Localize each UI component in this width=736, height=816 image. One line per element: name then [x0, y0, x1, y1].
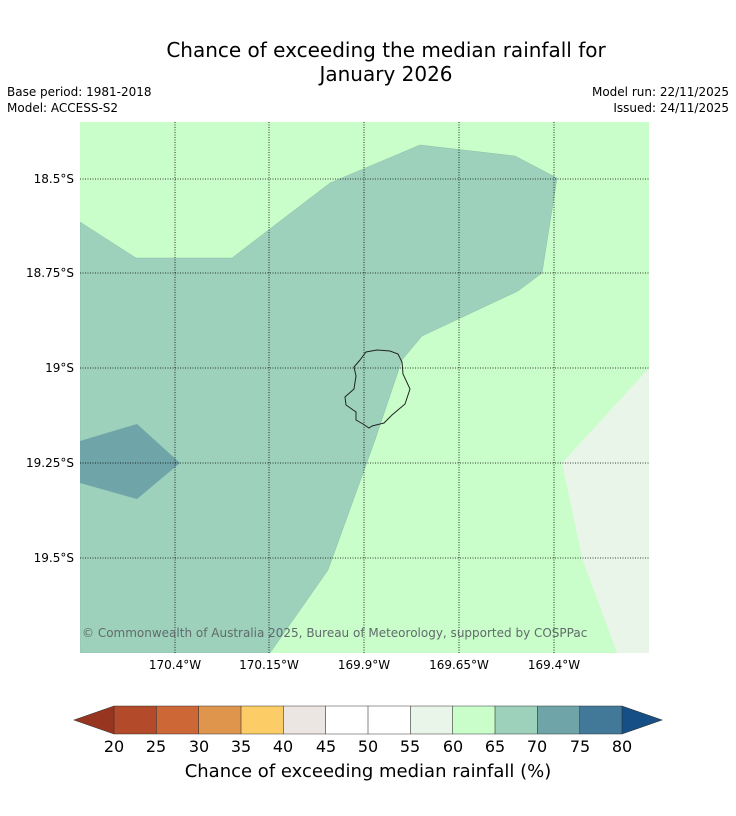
colorbar: [73, 705, 663, 735]
lon-label: 170.15°W: [239, 658, 299, 672]
colorbar-label: Chance of exceeding median rainfall (%): [184, 761, 552, 782]
meta-right: Model run: 22/11/2025 Issued: 24/11/2025: [592, 84, 729, 116]
colorbar-segment: [241, 706, 284, 734]
graticule: [80, 122, 649, 653]
lon-label: 170.4°W: [148, 658, 202, 672]
colorbar-segment: [368, 706, 411, 734]
title-line-1: Chance of exceeding the median rainfall …: [166, 38, 606, 62]
colorbar-tick: 80: [611, 737, 633, 756]
colorbar-tick: 25: [145, 737, 167, 756]
lon-label: 169.4°W: [527, 658, 581, 672]
colorbar-segment: [198, 706, 241, 734]
lat-label: 19.5°S: [33, 551, 74, 565]
meta-left: Base period: 1981-2018 Model: ACCESS-S2: [7, 84, 152, 116]
lat-label: 19°S: [45, 361, 74, 375]
colorbar-tick: 50: [357, 737, 379, 756]
colorbar-over-arrow: [622, 706, 662, 734]
colorbar-segment: [410, 706, 453, 734]
colorbar-under-arrow: [74, 706, 114, 734]
colorbar-tick: 30: [188, 737, 210, 756]
lat-label: 18.75°S: [26, 266, 74, 280]
base-period: Base period: 1981-2018: [7, 85, 152, 99]
colorbar-tick: 60: [442, 737, 464, 756]
lon-label: 169.65°W: [429, 658, 489, 672]
colorbar-tick: 40: [272, 737, 294, 756]
colorbar-segment: [452, 706, 495, 734]
region-55-60: [562, 368, 649, 653]
colorbar-tick: 20: [103, 737, 125, 756]
lat-label: 18.5°S: [33, 172, 74, 186]
colorbar-segment: [325, 706, 368, 734]
colorbar-segment: [537, 706, 580, 734]
island-coastline: [344, 349, 411, 429]
colorbar-segment: [156, 706, 199, 734]
colorbar-segment: [114, 706, 157, 734]
colorbar-tick: 75: [569, 737, 591, 756]
region-65-70: [80, 144, 558, 653]
map-area: © Commonwealth of Australia 2025, Bureau…: [80, 122, 649, 653]
colorbar-segment: [283, 706, 326, 734]
colorbar-tick: 65: [484, 737, 506, 756]
issued-date: Issued: 24/11/2025: [613, 101, 729, 115]
colorbar-tick: 45: [315, 737, 337, 756]
colorbar-tick: 35: [230, 737, 252, 756]
colorbar-tick: 55: [399, 737, 421, 756]
copyright-notice: © Commonwealth of Australia 2025, Bureau…: [82, 626, 587, 640]
model-run: Model run: 22/11/2025: [591, 85, 729, 99]
colorbar-tick: 70: [526, 737, 548, 756]
colorbar-segment: [579, 706, 622, 734]
title-line-2: January 2026: [319, 62, 453, 86]
lat-label: 19.25°S: [26, 456, 74, 470]
model-name: Model: ACCESS-S2: [7, 101, 119, 115]
map-title: Chance of exceeding the median rainfall …: [0, 38, 736, 86]
lon-label: 169.9°W: [337, 658, 391, 672]
colorbar-segment: [495, 706, 538, 734]
region-70-75: [80, 424, 180, 499]
